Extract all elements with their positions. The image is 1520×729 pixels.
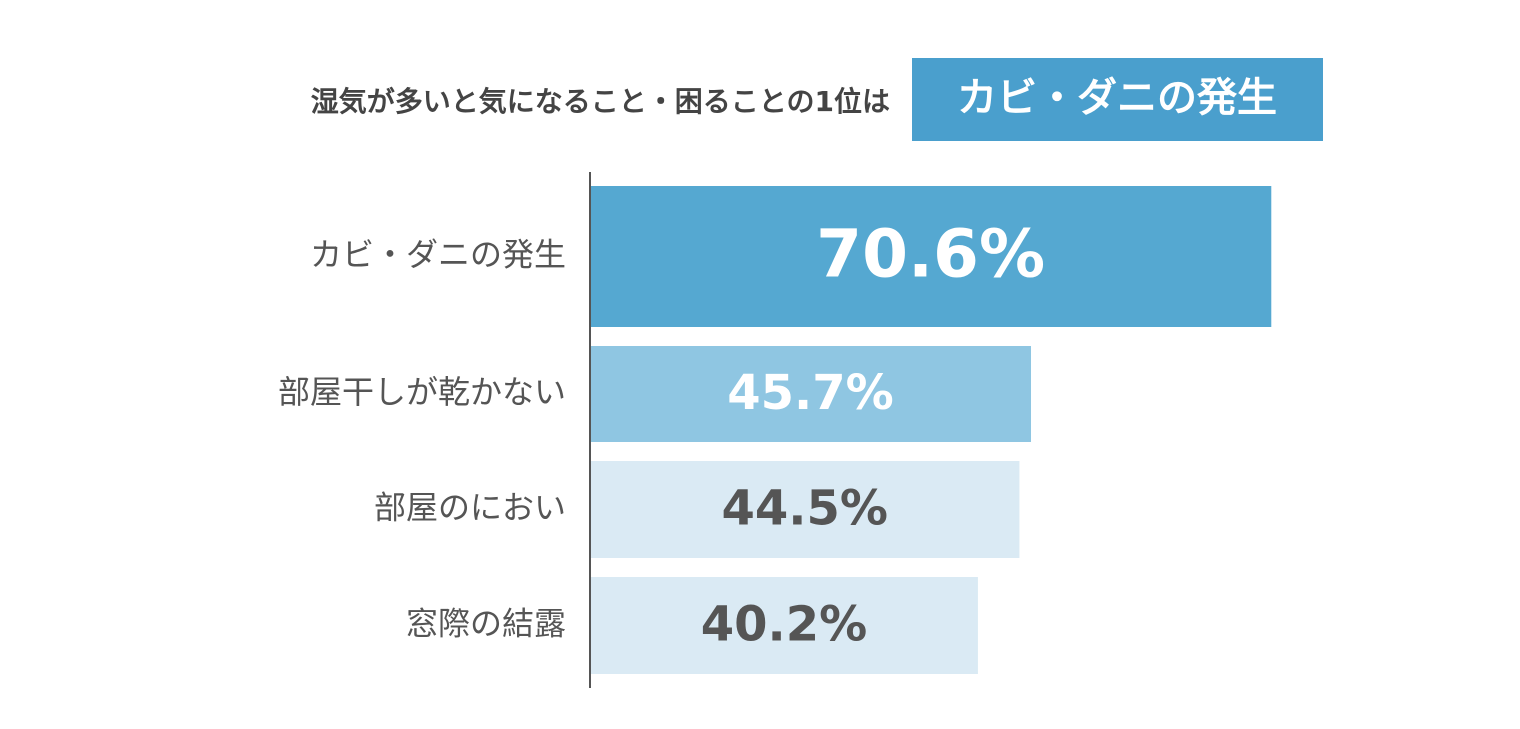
category-label: 部屋干しが乾かない xyxy=(278,373,566,411)
category-label: 窓際の結露 xyxy=(406,605,566,643)
bar xyxy=(590,346,1032,442)
category-label: 部屋のにおい xyxy=(374,489,566,527)
value-label: 70.6% xyxy=(816,216,1045,293)
category-label: カビ・ダニの発生 xyxy=(310,236,566,274)
bar xyxy=(590,461,1020,558)
title-highlight: カビ・ダニの発生 xyxy=(957,75,1277,121)
title-highlight-box xyxy=(912,58,1323,141)
value-label: 44.5% xyxy=(721,481,888,537)
bar xyxy=(590,186,1272,327)
value-label: 45.7% xyxy=(727,365,894,421)
value-label: 40.2% xyxy=(701,597,868,653)
bar xyxy=(590,577,978,674)
chart-title: 湿気が多いと気になること・困ることの1位は xyxy=(311,85,890,118)
